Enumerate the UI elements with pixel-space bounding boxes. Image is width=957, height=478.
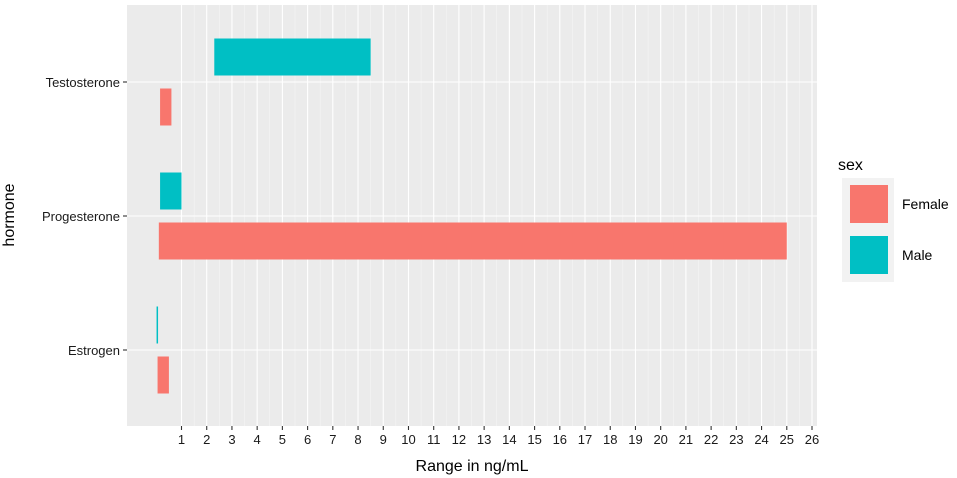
x-tick-label: 18 [603,432,617,447]
x-tick-label: 23 [729,432,743,447]
x-tick-label: 22 [704,432,718,447]
x-axis: 1 2 3 4 5 6 7 8 9 10 11 12 13 14 15 16 17 18 19 20 21 22 23 24 2… [178,426,819,447]
x-tick-label: 3 [228,432,235,447]
x-tick-label: 17 [578,432,592,447]
y-axis: Estrogen Progesterone Testosterone [42,75,127,358]
x-tick-label: 19 [628,432,642,447]
x-tick-label: 13 [477,432,491,447]
x-tick-label: 10 [401,432,415,447]
x-tick-label: 15 [527,432,541,447]
bar-male-testosterone [214,38,371,76]
x-tick-label: 4 [254,432,261,447]
x-axis-title: Range in ng/mL [416,458,529,475]
range-bars [156,38,787,394]
x-tick-label: 14 [502,432,516,447]
x-tick-label: 12 [452,432,466,447]
bar-female-progesterone [158,222,787,260]
x-tick-label: 1 [178,432,185,447]
x-tick-label: 5 [279,432,286,447]
legend-label-male: Male [902,247,933,263]
x-tick-label: 2 [203,432,210,447]
x-tick-label: 6 [304,432,311,447]
x-tick-label: 7 [329,432,336,447]
x-tick-label: 8 [354,432,361,447]
legend-title: sex [838,157,863,174]
legend-swatch-male [850,236,888,274]
x-tick-label: 21 [679,432,693,447]
legend-label-female: Female [902,196,949,212]
major-gridlines [127,5,817,426]
bar-male-estrogen [156,306,159,344]
x-tick-label: 25 [780,432,794,447]
bar-female-estrogen [157,356,169,394]
legend-swatch-female [850,185,888,223]
y-axis-title: hormone [1,183,18,246]
y-tick-label: Progesterone [42,209,120,224]
x-tick-label: 24 [754,432,768,447]
x-tick-label: 16 [553,432,567,447]
x-tick-label: 26 [805,432,819,447]
x-tick-label: 9 [380,432,387,447]
y-tick-label: Estrogen [68,343,120,358]
legend: sex Female Male [838,157,949,282]
x-tick-label: 11 [427,432,441,447]
bar-male-progesterone [160,172,182,210]
y-tick-label: Testosterone [46,75,120,90]
x-tick-label: 20 [653,432,667,447]
bar-female-testosterone [160,88,172,126]
